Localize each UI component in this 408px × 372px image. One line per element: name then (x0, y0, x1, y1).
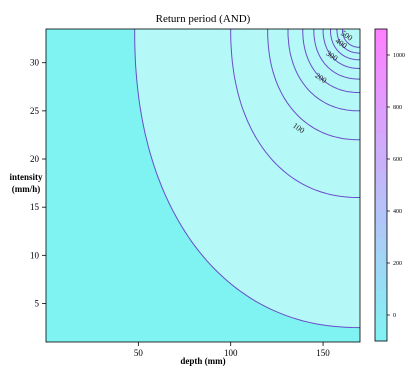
y-axis-label-line2: (mm/h) (12, 184, 41, 194)
colorbar-swatch (375, 146, 387, 160)
colorbar-swatch (375, 237, 387, 251)
contour-band-100-200 (134, 29, 360, 328)
colorbar-swatch (375, 250, 387, 264)
x-tick-label: 50 (134, 348, 144, 358)
colorbar-swatch (375, 198, 387, 212)
colorbar-frame (374, 28, 388, 342)
plot-frame (45, 28, 361, 343)
colorbar-swatch (375, 263, 387, 277)
colorbar-swatch (375, 107, 387, 121)
colorbar-swatch (375, 68, 387, 82)
chart-title: Return period (AND) (156, 13, 251, 25)
colorbar-swatch (375, 328, 387, 342)
colorbar-swatch (375, 276, 387, 290)
contour-line-200 (230, 29, 360, 198)
y-tick-label: 30 (30, 58, 40, 68)
contour-line-100 (134, 29, 360, 329)
x-tick-label: 150 (316, 348, 330, 358)
y-tick-label: 15 (30, 202, 40, 212)
colorbar-swatch (375, 133, 387, 147)
colorbar-tick-label: 200 (393, 261, 402, 267)
colorbar-tick-label: 400 (393, 209, 402, 215)
colorbar-swatch (375, 172, 387, 186)
colorbar-swatch (375, 211, 387, 225)
colorbar-swatch (375, 289, 387, 303)
colorbar-swatch (375, 29, 387, 43)
contour-line-500 (302, 29, 360, 94)
y-tick-label: 20 (30, 154, 40, 164)
colorbar-swatch (375, 159, 387, 173)
colorbar-tick-label: 0 (393, 313, 396, 319)
colorbar-swatch (375, 81, 387, 95)
contour-line-600 (313, 29, 360, 80)
y-tick-label: 10 (30, 250, 40, 260)
contour-line-300 (267, 29, 360, 141)
colorbar-swatch (375, 315, 387, 329)
contour-line-400 (287, 29, 360, 112)
contour-line-800 (329, 29, 360, 61)
colorbar-tick-label: 800 (393, 105, 402, 111)
colorbar-swatch (375, 224, 387, 238)
colorbar-swatch (375, 42, 387, 56)
contour-line-700 (322, 29, 360, 69)
y-tick-label: 25 (30, 106, 40, 116)
x-axis-label: depth (mm) (180, 356, 225, 366)
y-tick-label: 5 (35, 298, 40, 308)
colorbar-swatch (375, 302, 387, 316)
y-axis-label-line1: intensity (9, 172, 43, 182)
colorbar-swatch (375, 94, 387, 108)
colorbar: 0 200 400 600 800 1000 (374, 28, 405, 342)
contour-line-1000 (342, 29, 360, 48)
colorbar-tick-label: 1000 (393, 53, 405, 59)
colorbar-swatch (375, 120, 387, 134)
colorbar-tick-label: 600 (393, 157, 402, 163)
colorbar-swatch (375, 55, 387, 69)
contour-line-900 (336, 29, 360, 54)
x-tick-label: 100 (224, 348, 238, 358)
colorbar-swatch (375, 185, 387, 199)
